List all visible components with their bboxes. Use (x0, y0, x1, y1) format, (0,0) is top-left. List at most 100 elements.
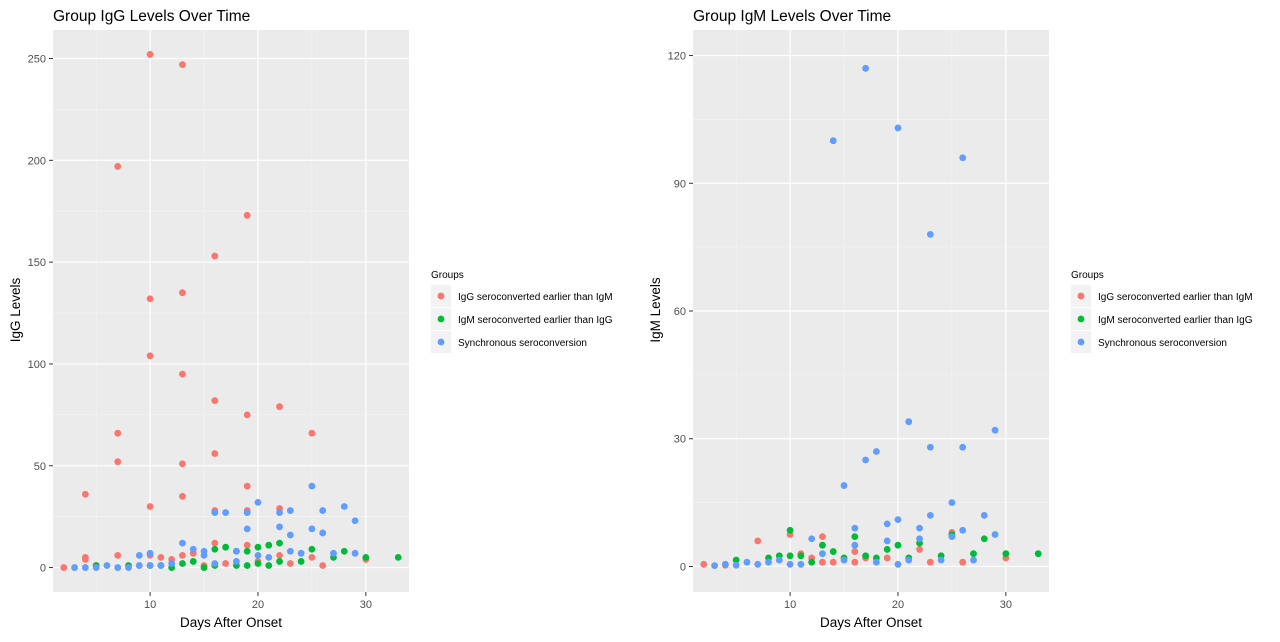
legend-label: IgM seroconverted earlier than IgG (1098, 315, 1253, 326)
data-point (926, 511, 934, 519)
data-point (125, 564, 132, 571)
data-point (894, 560, 902, 568)
series-igg-seroconverted-earlier-than-igm (60, 51, 370, 571)
data-point (959, 443, 967, 451)
data-point (894, 541, 902, 549)
data-point (797, 552, 805, 560)
data-point (276, 551, 283, 559)
x-tick-label: 30 (1000, 599, 1012, 611)
data-point (808, 558, 816, 566)
igg-legend: IgG seroconverted earlier than IgM IgM se… (431, 285, 613, 353)
data-point (916, 524, 923, 532)
legend-label: IgM seroconverted earlier than IgG (458, 315, 613, 326)
data-point (937, 556, 945, 564)
data-point (146, 562, 154, 569)
data-point (829, 137, 837, 145)
data-point (276, 539, 283, 547)
igm-legend: IgG seroconverted earlier than IgM IgM se… (1071, 285, 1253, 353)
data-point (862, 64, 870, 72)
data-point (786, 552, 794, 560)
legend-item-igg-seroconverted-earlier-than-igm: IgG seroconverted earlier than IgM (431, 285, 613, 307)
data-point (157, 562, 165, 569)
data-point (330, 549, 337, 557)
data-point (926, 558, 934, 566)
data-point (135, 562, 143, 569)
igm-x-axis-label: Days After Onset (820, 615, 922, 630)
data-point (851, 524, 859, 532)
data-point (265, 541, 273, 549)
legend-key-marker (1077, 315, 1085, 323)
data-point (916, 546, 923, 553)
data-point (92, 564, 100, 571)
data-point (1034, 550, 1042, 558)
igg-x-axis-label: Days After Onset (180, 615, 282, 630)
data-point (114, 163, 122, 170)
data-point (394, 553, 402, 561)
data-point (883, 520, 891, 528)
data-point (786, 526, 794, 534)
legend-key-marker (437, 338, 445, 346)
data-point (959, 154, 967, 162)
data-point (894, 124, 902, 132)
data-point (819, 550, 826, 558)
series-synchronous-seroconversion (711, 64, 999, 570)
y-tick-label: 100 (28, 359, 46, 371)
data-point (179, 460, 186, 468)
legend-label: Synchronous seroconversion (458, 338, 587, 349)
data-point (959, 526, 967, 534)
series-synchronous-seroconversion (71, 482, 359, 571)
igm-legend-title: Groups (1071, 270, 1104, 281)
legend-key-marker (437, 315, 445, 323)
data-point (114, 429, 122, 437)
x-tick-label: 30 (360, 599, 372, 611)
data-point (243, 547, 251, 555)
igm-panel: Group IgM Levels Over Time IgM Levels Da… (648, 8, 1253, 630)
igg-plot-area: 10 20 30 0 50 100 150 200 250 (28, 30, 409, 611)
data-point (308, 553, 316, 561)
data-point (276, 403, 283, 411)
series-igm-seroconverted-earlier-than-igg (92, 539, 402, 571)
data-point (179, 289, 186, 297)
data-point (81, 490, 89, 498)
data-point (991, 426, 999, 434)
data-point (179, 370, 186, 378)
legend-item-synchronous-seroconversion: Synchronous seroconversion (1071, 331, 1227, 353)
data-point (297, 549, 305, 557)
data-point (926, 443, 934, 451)
data-point (179, 492, 186, 500)
data-point (926, 230, 934, 238)
data-point (135, 551, 143, 559)
legend-key-marker (1077, 292, 1085, 300)
igg-panel: Group IgG Levels Over Time IgG Levels Da… (8, 8, 613, 630)
data-point (114, 564, 122, 571)
y-tick-label: 90 (674, 178, 686, 190)
data-point (71, 564, 78, 571)
data-point (211, 397, 219, 404)
data-point (362, 553, 370, 561)
data-point (894, 516, 902, 524)
data-point (179, 560, 186, 567)
x-tick-label: 10 (784, 599, 796, 611)
data-point (851, 541, 859, 549)
data-point (775, 556, 783, 564)
data-point (211, 560, 219, 567)
data-point (232, 558, 240, 565)
legend-item-igm-seroconverted-earlier-than-igg: IgM seroconverted earlier than IgG (1071, 308, 1253, 330)
data-point (189, 545, 197, 553)
data-point (211, 545, 219, 553)
igm-plot-area: 10 20 30 0 30 60 90 120 (668, 30, 1049, 611)
y-tick-label: 0 (680, 561, 686, 573)
data-point (243, 482, 251, 490)
igm-chart-title: Group IgM Levels Over Time (693, 8, 891, 25)
data-point (114, 458, 122, 466)
data-point (265, 562, 273, 569)
data-point (200, 564, 208, 571)
y-tick-label: 250 (28, 54, 46, 66)
data-point (286, 507, 294, 514)
data-point (700, 560, 708, 568)
x-tick-label: 20 (892, 599, 904, 611)
data-point (829, 548, 837, 555)
y-tick-label: 200 (28, 155, 46, 167)
data-point (254, 499, 262, 506)
data-point (200, 551, 208, 559)
